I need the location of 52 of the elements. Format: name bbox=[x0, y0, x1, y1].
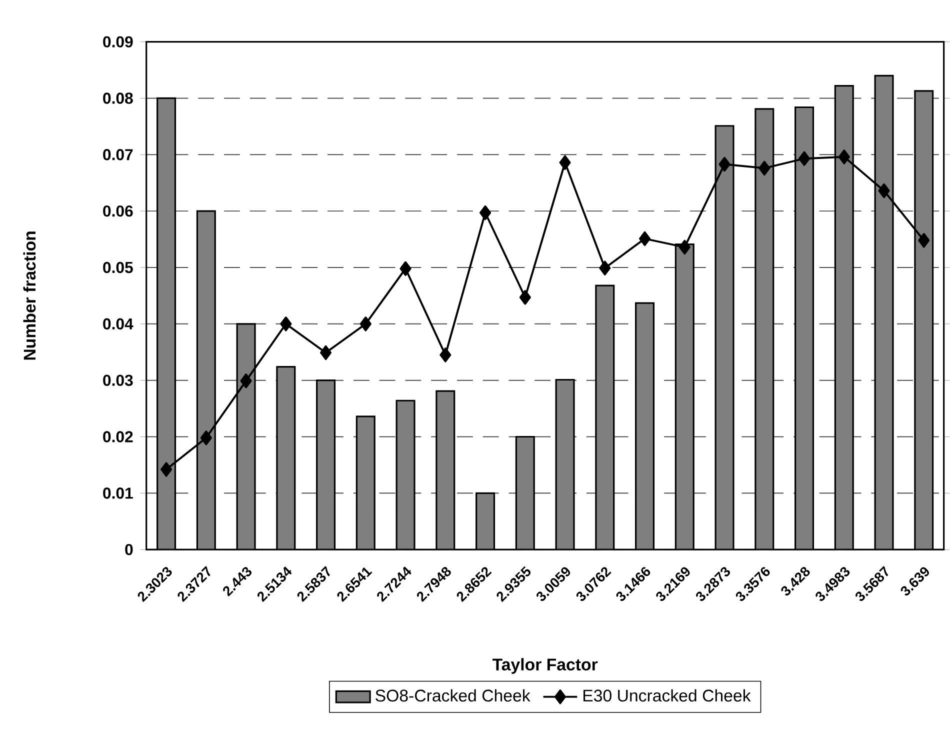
y-tick-label: 0.04 bbox=[103, 318, 134, 330]
y-tick-label: 0.07 bbox=[103, 149, 133, 160]
y-tick-label: 0.06 bbox=[103, 206, 133, 217]
bar bbox=[754, 108, 774, 550]
bar bbox=[515, 436, 535, 550]
point bbox=[678, 240, 690, 255]
y-tick-label: 0.05 bbox=[103, 262, 133, 274]
y-tick-label: 0.01 bbox=[103, 488, 133, 499]
point bbox=[519, 290, 531, 305]
point bbox=[400, 261, 412, 276]
y-tick-label: 0.03 bbox=[103, 374, 133, 386]
bar bbox=[874, 74, 894, 550]
x-axis-title: Taylor Factor bbox=[492, 658, 598, 674]
bar bbox=[674, 244, 694, 550]
bar bbox=[834, 85, 854, 550]
point bbox=[718, 156, 730, 172]
point bbox=[360, 316, 372, 332]
bar bbox=[436, 390, 456, 550]
point bbox=[240, 374, 252, 388]
bar bbox=[794, 106, 814, 550]
point bbox=[639, 231, 651, 246]
point bbox=[758, 160, 770, 176]
point bbox=[798, 151, 810, 166]
point bbox=[559, 155, 571, 170]
point bbox=[838, 150, 850, 164]
point bbox=[200, 430, 212, 446]
bar bbox=[714, 125, 734, 550]
legend-label: SO8-Cracked Cheek bbox=[376, 689, 530, 702]
y-axis-title: Number fraction bbox=[23, 232, 36, 360]
point bbox=[599, 260, 611, 276]
bar bbox=[276, 366, 296, 550]
bar bbox=[156, 98, 176, 550]
point bbox=[160, 462, 172, 477]
bar bbox=[635, 302, 655, 550]
legend-label: E30 Uncracked Cheek bbox=[583, 689, 751, 702]
y-tick-label: 0 bbox=[125, 544, 133, 556]
bar bbox=[476, 492, 496, 550]
point bbox=[480, 206, 492, 220]
y-tick-label: 0.09 bbox=[103, 36, 133, 48]
point bbox=[878, 183, 890, 198]
bar bbox=[914, 90, 934, 550]
y-tick-label: 0.02 bbox=[103, 431, 133, 442]
bar bbox=[356, 416, 376, 550]
bar bbox=[595, 284, 615, 550]
bar bbox=[196, 210, 216, 550]
point bbox=[320, 345, 332, 360]
point bbox=[918, 233, 930, 248]
point bbox=[440, 348, 452, 362]
y-tick-label: 0.08 bbox=[103, 92, 133, 104]
bar bbox=[316, 380, 336, 550]
bar bbox=[236, 323, 256, 550]
point bbox=[280, 316, 292, 332]
